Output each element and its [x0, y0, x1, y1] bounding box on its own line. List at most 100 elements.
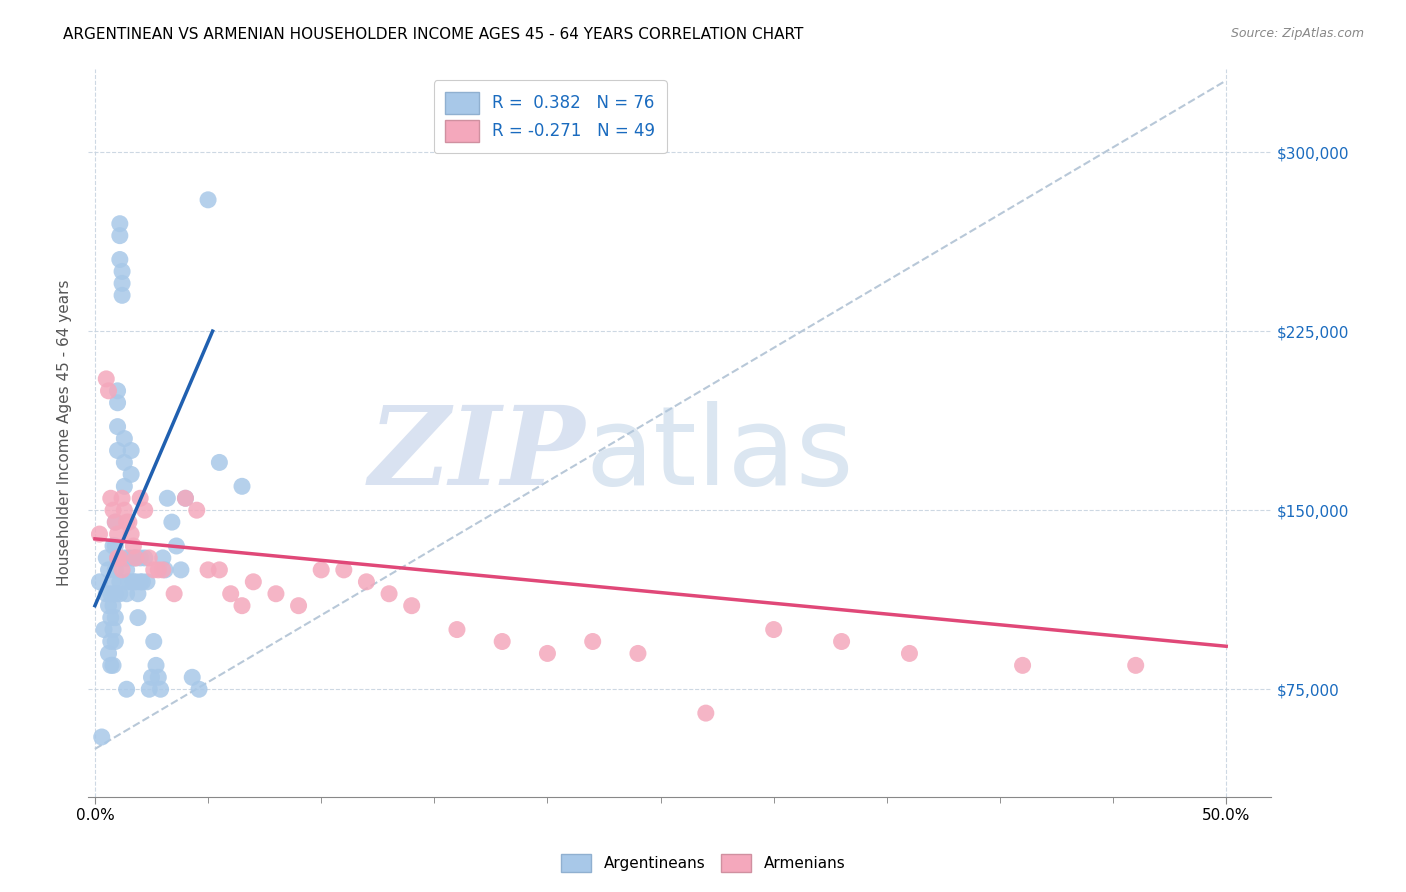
- Point: [153, 563, 176, 577]
- Point: [107, 550, 129, 565]
- Point: [111, 288, 134, 302]
- Point: [582, 634, 605, 648]
- Point: [115, 563, 138, 577]
- Point: [124, 550, 146, 565]
- Point: [101, 503, 124, 517]
- Point: [100, 610, 122, 624]
- Point: [142, 634, 165, 648]
- Point: [93, 623, 115, 637]
- Point: [104, 539, 127, 553]
- Point: [104, 515, 127, 529]
- Point: [627, 647, 650, 661]
- Point: [197, 193, 219, 207]
- Point: [163, 587, 186, 601]
- Point: [118, 515, 141, 529]
- Point: [101, 574, 124, 589]
- Point: [231, 479, 253, 493]
- Point: [197, 563, 219, 577]
- Point: [112, 503, 135, 517]
- Point: [142, 563, 165, 577]
- Point: [152, 550, 174, 565]
- Point: [101, 599, 124, 613]
- Point: [446, 623, 468, 637]
- Point: [97, 647, 120, 661]
- Point: [96, 550, 118, 565]
- Point: [131, 574, 153, 589]
- Text: atlas: atlas: [585, 401, 853, 508]
- Point: [108, 217, 131, 231]
- Point: [170, 563, 193, 577]
- Point: [107, 550, 129, 565]
- Point: [831, 634, 853, 648]
- Y-axis label: Householder Income Ages 45 - 64 years: Householder Income Ages 45 - 64 years: [58, 279, 72, 586]
- Point: [120, 443, 142, 458]
- Point: [208, 455, 231, 469]
- Point: [188, 682, 211, 697]
- Point: [118, 550, 141, 565]
- Point: [111, 563, 134, 577]
- Point: [156, 491, 179, 506]
- Point: [138, 550, 160, 565]
- Point: [96, 587, 118, 601]
- Point: [97, 384, 120, 398]
- Point: [100, 587, 122, 601]
- Point: [219, 587, 242, 601]
- Point: [104, 610, 127, 624]
- Point: [333, 563, 356, 577]
- Point: [264, 587, 287, 601]
- Point: [149, 682, 172, 697]
- Point: [104, 634, 127, 648]
- Point: [122, 574, 145, 589]
- Point: [115, 682, 138, 697]
- Point: [122, 550, 145, 565]
- Point: [97, 563, 120, 577]
- Point: [101, 658, 124, 673]
- Point: [134, 503, 156, 517]
- Point: [174, 491, 197, 506]
- Point: [111, 264, 134, 278]
- Point: [152, 563, 174, 577]
- Point: [127, 587, 149, 601]
- Point: [378, 587, 401, 601]
- Point: [181, 670, 204, 684]
- Point: [138, 682, 160, 697]
- Point: [141, 670, 163, 684]
- Point: [111, 277, 134, 291]
- Legend: R =  0.382   N = 76, R = -0.271   N = 49: R = 0.382 N = 76, R = -0.271 N = 49: [433, 80, 666, 153]
- Point: [186, 503, 208, 517]
- Point: [762, 623, 785, 637]
- Point: [118, 574, 141, 589]
- Point: [100, 658, 122, 673]
- Point: [136, 574, 159, 589]
- Point: [134, 550, 156, 565]
- Point: [129, 550, 152, 565]
- Point: [165, 539, 187, 553]
- Point: [115, 587, 138, 601]
- Point: [160, 515, 183, 529]
- Point: [112, 455, 135, 469]
- Point: [287, 599, 309, 613]
- Point: [115, 515, 138, 529]
- Point: [107, 419, 129, 434]
- Point: [148, 563, 170, 577]
- Point: [96, 372, 118, 386]
- Point: [145, 658, 167, 673]
- Point: [107, 443, 129, 458]
- Text: Source: ZipAtlas.com: Source: ZipAtlas.com: [1230, 27, 1364, 40]
- Point: [104, 563, 127, 577]
- Text: ZIP: ZIP: [368, 401, 585, 508]
- Point: [100, 634, 122, 648]
- Point: [356, 574, 378, 589]
- Point: [401, 599, 423, 613]
- Point: [148, 670, 170, 684]
- Point: [242, 574, 264, 589]
- Point: [101, 539, 124, 553]
- Point: [309, 563, 332, 577]
- Point: [127, 610, 149, 624]
- Point: [111, 491, 134, 506]
- Point: [89, 574, 111, 589]
- Point: [108, 574, 131, 589]
- Point: [107, 384, 129, 398]
- Point: [124, 574, 146, 589]
- Point: [112, 550, 135, 565]
